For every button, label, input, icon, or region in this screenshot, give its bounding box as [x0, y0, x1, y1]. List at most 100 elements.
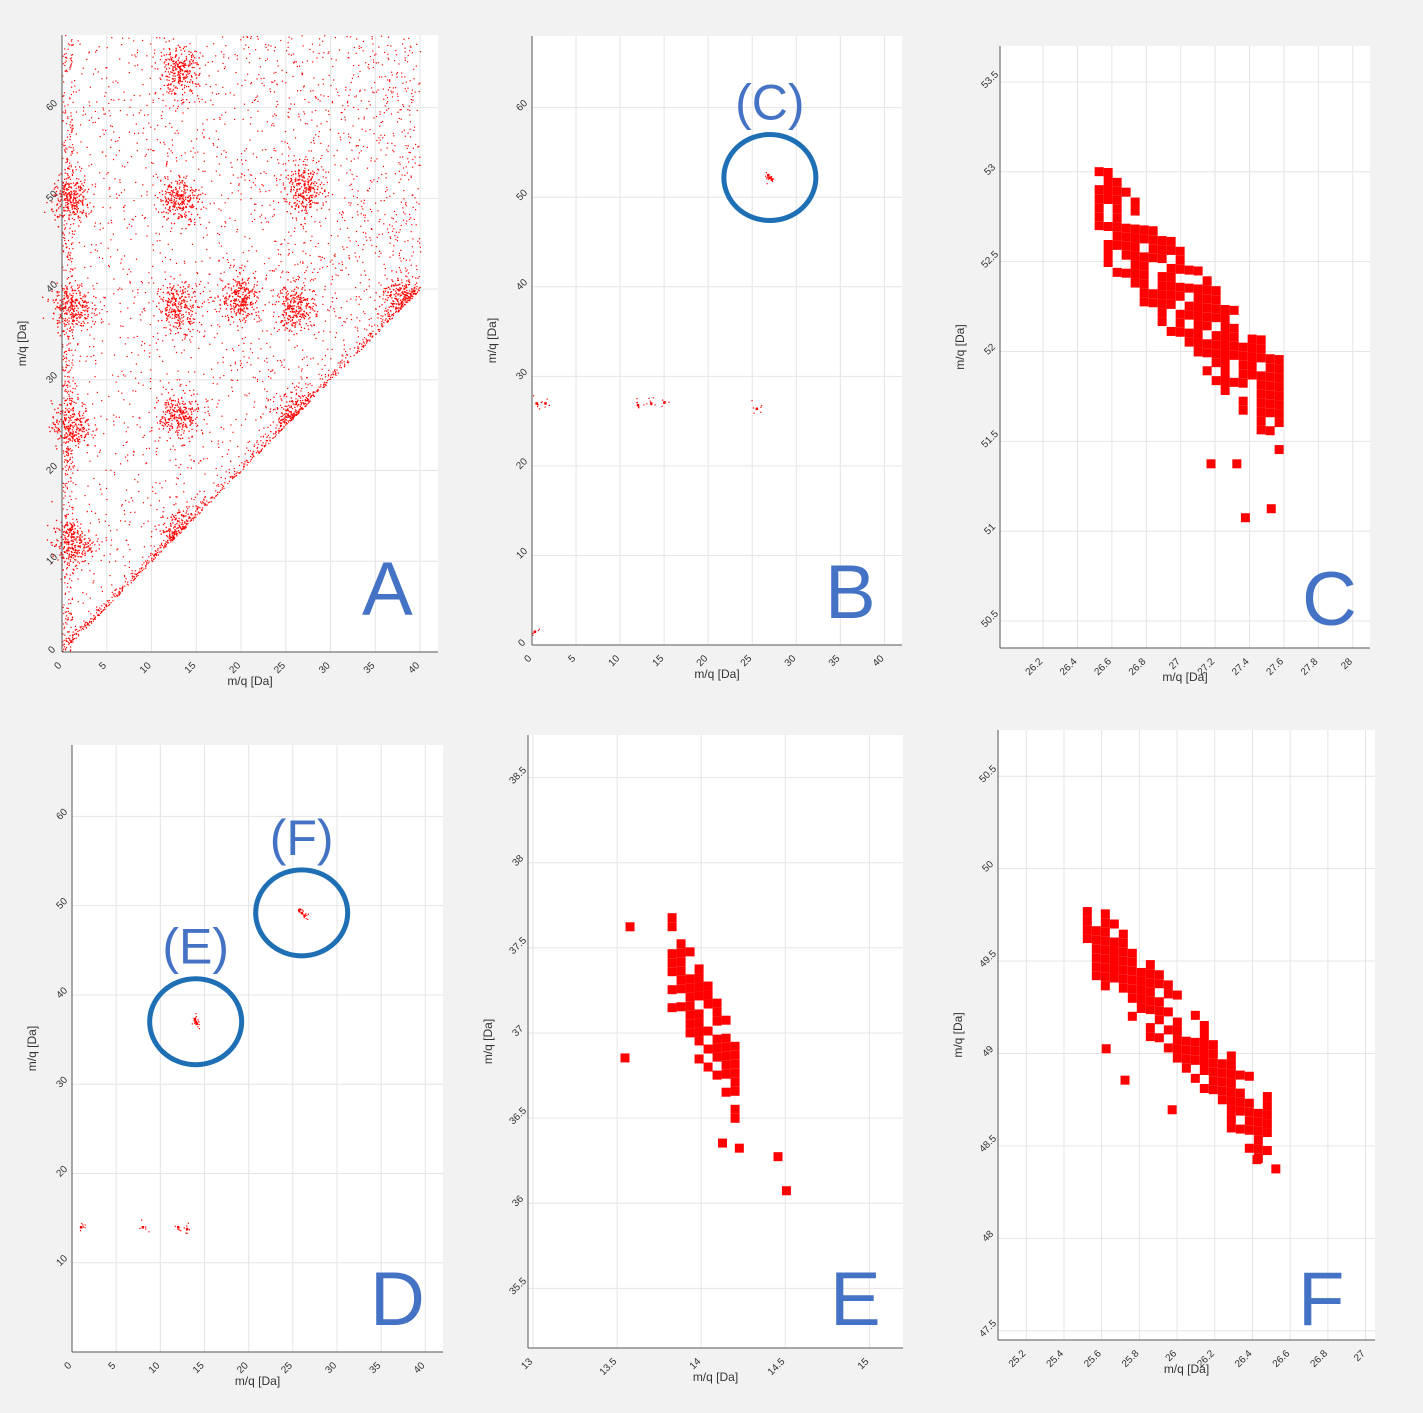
scatter-point — [80, 330, 83, 332]
scatter-point — [356, 352, 358, 354]
cluster-point-5 — [186, 410, 188, 413]
scatter-point — [179, 522, 181, 524]
scatter-point — [69, 458, 71, 461]
cluster-point-0 — [73, 538, 75, 540]
scatter-point — [70, 612, 72, 614]
cluster-point-5 — [177, 401, 180, 404]
scatter-point — [175, 262, 178, 265]
cluster-point-3 — [76, 196, 78, 199]
scatter-point — [77, 161, 79, 163]
scatter-point — [63, 310, 65, 312]
scatter-point — [250, 197, 252, 200]
scatter-point — [126, 114, 128, 116]
scatter-point — [115, 381, 117, 383]
scatter-point — [172, 539, 175, 541]
scatter-point — [404, 241, 406, 243]
cluster-point-1 — [71, 416, 73, 418]
scatter-point — [239, 360, 242, 362]
cluster-point-2 — [73, 308, 75, 311]
scatter-point — [126, 441, 128, 443]
cluster-point-3 — [57, 216, 59, 218]
scatter-point — [331, 348, 333, 351]
scatter-point — [67, 376, 69, 378]
scatter-point — [355, 296, 358, 298]
scatter-point — [73, 207, 75, 210]
cluster-point-4 — [181, 528, 184, 530]
scatter-point — [258, 320, 260, 322]
scatter-point — [212, 104, 214, 106]
scatter-point — [324, 288, 326, 291]
scatter-point — [220, 476, 222, 479]
cluster-point-0 — [81, 551, 84, 553]
scatter-point — [83, 245, 86, 247]
scatter-point — [245, 159, 247, 161]
scatter-point — [66, 562, 69, 564]
scatter-point — [279, 359, 281, 362]
cluster-point-2 — [72, 316, 74, 319]
scatter-point — [330, 358, 332, 360]
scatter-point — [245, 57, 248, 59]
cluster-point-0 — [54, 545, 56, 547]
cluster-point-3 — [64, 185, 66, 188]
scatter-point — [183, 482, 185, 484]
scatter-point — [268, 257, 270, 260]
scatter-point — [106, 498, 108, 501]
scatter-point — [130, 317, 132, 320]
scatter-point — [370, 157, 372, 159]
scatter-point — [97, 613, 100, 616]
scatter-point — [140, 195, 143, 197]
cluster-point-0 — [51, 553, 53, 555]
scatter-point — [295, 393, 297, 396]
cluster-point-5 — [183, 418, 185, 420]
scatter-point — [173, 345, 176, 348]
scatter-point — [65, 353, 68, 355]
cluster-point-0 — [62, 554, 64, 556]
scatter-point — [380, 315, 382, 317]
scatter-point — [96, 540, 98, 542]
scatter-point — [149, 381, 151, 383]
scatter-point — [272, 355, 275, 357]
cluster-point-1 — [69, 399, 71, 401]
scatter-point — [103, 177, 105, 180]
scatter-point — [63, 291, 66, 293]
scatter-point — [206, 248, 208, 251]
cluster-point-5 — [169, 398, 171, 401]
scatter-point — [66, 160, 68, 163]
cluster-point-3 — [66, 207, 69, 209]
scatter-point — [256, 447, 259, 449]
scatter-point — [265, 440, 268, 442]
cluster-point-1 — [72, 406, 75, 409]
scatter-point — [71, 449, 73, 451]
scatter-point — [142, 132, 144, 134]
scatter-point — [159, 37, 161, 39]
scatter-point — [106, 47, 108, 49]
scatter-point — [65, 161, 67, 164]
scatter-point — [135, 363, 137, 365]
scatter-point — [278, 162, 280, 164]
scatter-point — [65, 323, 68, 326]
scatter-point — [304, 158, 306, 161]
scatter-point — [124, 520, 126, 523]
scatter-point — [66, 384, 69, 386]
scatter-point — [66, 188, 69, 190]
scatter-point — [64, 307, 66, 309]
scatter-point — [160, 51, 162, 54]
scatter-point — [359, 70, 361, 72]
scatter-point — [281, 243, 283, 245]
cluster-point-1 — [73, 421, 76, 423]
scatter-point — [364, 216, 366, 219]
scatter-point — [327, 374, 330, 376]
scatter-point — [349, 169, 352, 171]
scatter-point — [313, 77, 315, 79]
cluster-point-5 — [166, 425, 168, 428]
scatter-point — [418, 90, 420, 93]
scatter-point — [334, 253, 336, 255]
scatter-point — [105, 67, 107, 69]
scatter-point — [372, 66, 374, 69]
cluster-point-2 — [78, 321, 80, 323]
scatter-point — [318, 135, 320, 138]
cluster-point-1 — [71, 422, 74, 424]
cluster-point-1 — [68, 427, 70, 429]
scatter-point — [135, 575, 138, 578]
scatter-point — [374, 160, 376, 162]
